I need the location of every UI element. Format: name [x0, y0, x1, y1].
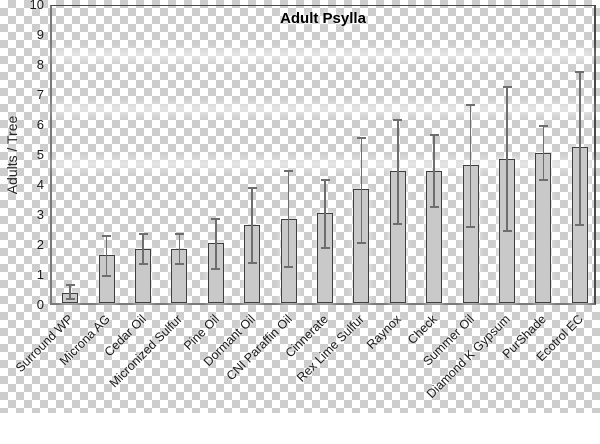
- error-bar-cap-bottom: [356, 242, 366, 244]
- error-bar-cap-top: [356, 137, 366, 139]
- error-bar-cap-bottom: [211, 267, 221, 270]
- error-bar-line: [178, 234, 181, 264]
- error-bar-line: [105, 235, 108, 276]
- error-bar-cap-top: [138, 233, 148, 235]
- error-bar-cap-bottom: [174, 263, 184, 265]
- y-tick-label-5: 5: [36, 147, 44, 162]
- error-bar-cap-top: [247, 186, 257, 189]
- error-bar-cap-bottom: [320, 246, 330, 249]
- y-tick-label-0: 0: [36, 297, 44, 312]
- chart-canvas: Adult Psylla Adults / Tree 0 1 2 3 4 5 6 7 8 9 10 …: [0, 0, 600, 413]
- error-bar-line: [251, 187, 253, 263]
- error-bar-line: [506, 87, 508, 231]
- error-bar-cap-bottom: [466, 225, 476, 228]
- error-bar-cap-bottom: [575, 224, 585, 226]
- y-tick-label-6: 6: [36, 117, 44, 132]
- error-bar-line: [142, 234, 144, 264]
- plot-area: [50, 5, 596, 305]
- error-bar-cap-bottom: [502, 230, 512, 232]
- y-tick-label-9: 9: [36, 27, 44, 42]
- error-bar-cap-bottom: [429, 206, 439, 208]
- error-bar-cap-top: [575, 71, 585, 73]
- error-bar-cap-top: [211, 218, 221, 220]
- error-bar-line: [69, 285, 71, 299]
- error-bar-line: [287, 171, 290, 267]
- error-bar-cap-top: [466, 104, 476, 106]
- error-bar-cap-top: [538, 125, 548, 127]
- y-tick-label-4: 4: [36, 177, 44, 192]
- error-bar-cap-top: [284, 170, 294, 172]
- error-bar-line: [579, 72, 581, 225]
- gridline-white-band: [52, 104, 594, 114]
- error-bar-cap-bottom: [247, 261, 257, 264]
- y-tick-label-8: 8: [36, 57, 44, 72]
- error-bar-cap-top: [393, 119, 403, 121]
- y-tick-label-10: 10: [29, 0, 44, 12]
- error-bar-cap-top: [320, 179, 330, 181]
- error-bar-cap-bottom: [138, 263, 148, 265]
- y-tick-label-1: 1: [36, 267, 44, 282]
- error-bar-line: [469, 105, 472, 227]
- error-bar-line: [360, 138, 363, 243]
- error-bar-cap-bottom: [393, 222, 403, 225]
- gridline-white-band: [52, 50, 594, 60]
- error-bar-line: [433, 135, 435, 207]
- error-bar-cap-top: [502, 86, 512, 88]
- error-bar-cap-top: [65, 284, 75, 286]
- error-bar-cap-bottom: [102, 275, 112, 277]
- error-bar-cap-bottom: [538, 179, 548, 181]
- error-bar-line: [215, 219, 217, 269]
- y-tick-label-2: 2: [36, 237, 44, 252]
- error-bar-cap-top: [174, 233, 184, 235]
- y-tick-label-7: 7: [36, 87, 44, 102]
- error-bar-cap-bottom: [65, 297, 75, 300]
- error-bar-line: [324, 180, 326, 248]
- error-bar-cap-bottom: [284, 266, 294, 268]
- error-bar-line: [397, 120, 399, 224]
- error-bar-cap-top: [102, 234, 112, 237]
- chart-title: Adult Psylla: [280, 10, 366, 27]
- error-bar-cap-top: [429, 134, 439, 136]
- error-bar-line: [542, 126, 545, 180]
- y-tick-label-3: 3: [36, 207, 44, 222]
